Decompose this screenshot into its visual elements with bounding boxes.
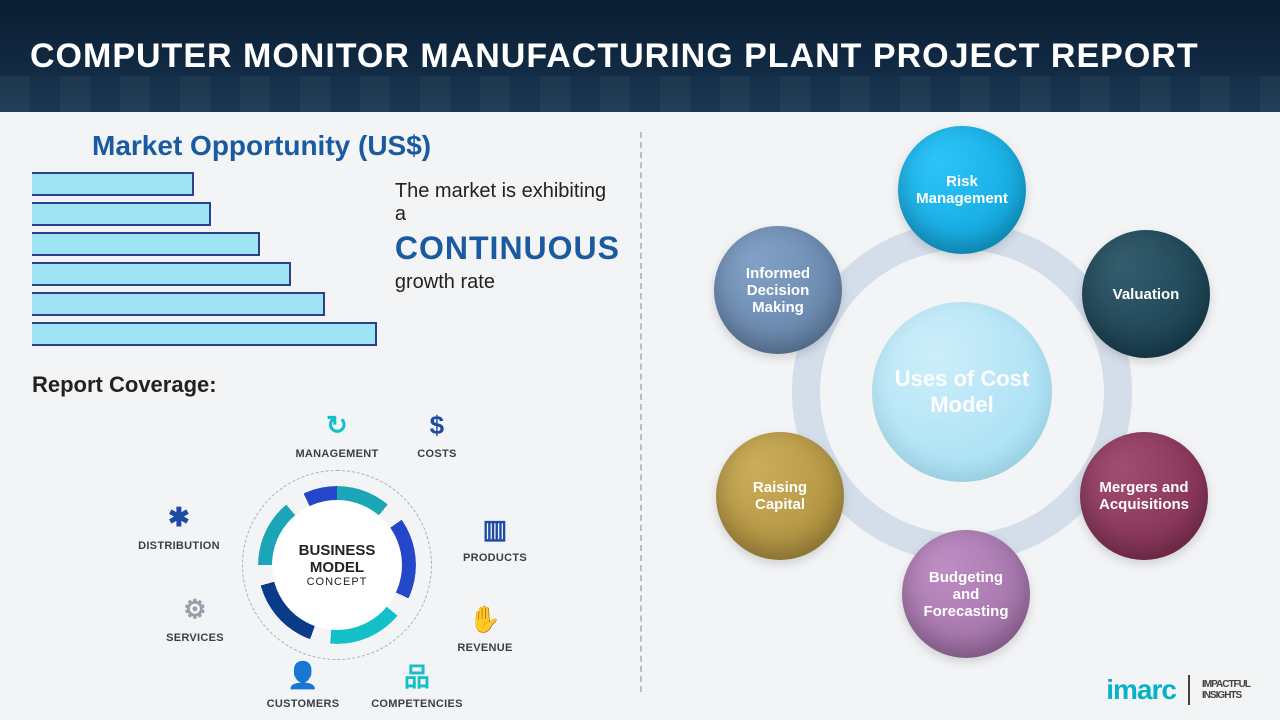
bm-icon: ✱ xyxy=(160,498,198,536)
bm-item-label: MANAGEMENT xyxy=(282,448,392,460)
cost-model-hub: Uses of Cost Model xyxy=(872,302,1052,482)
business-model-diagram: BUSINESS MODEL CONCEPT ↻ MANAGEMENT $ COSTS… xyxy=(32,402,612,682)
bm-item-services: ⚙ SERVICES xyxy=(140,590,250,644)
bm-item-label: COSTS xyxy=(382,448,492,460)
bm-item-label: COMPETENCIES xyxy=(362,698,472,710)
market-block: The market is exhibiting a CONTINUOUS gr… xyxy=(32,172,620,352)
bm-icon: ▥ xyxy=(476,510,514,548)
growth-text: The market is exhibiting a CONTINUOUS gr… xyxy=(395,172,620,352)
market-bar xyxy=(32,292,325,316)
bm-icon: $ xyxy=(418,406,456,444)
cost-bubble: Valuation xyxy=(1082,230,1210,358)
bm-item-costs: $ COSTS xyxy=(382,406,492,460)
cost-bubble: Informed Decision Making xyxy=(714,226,842,354)
bm-icon: ↻ xyxy=(318,406,356,444)
bm-item-customers: 👤 CUSTOMERS xyxy=(248,656,358,710)
bm-item-products: ▥ PRODUCTS xyxy=(440,510,550,564)
bm-item-label: CUSTOMERS xyxy=(248,698,358,710)
market-bar xyxy=(32,172,194,196)
cost-bubble: Raising Capital xyxy=(716,432,844,560)
market-bar xyxy=(32,322,377,346)
bm-center: BUSINESS MODEL CONCEPT xyxy=(272,500,402,630)
bm-item-label: PRODUCTS xyxy=(440,552,550,564)
market-bar-chart xyxy=(32,172,377,352)
bm-icon: 👤 xyxy=(284,656,322,694)
bm-center-l1: BUSINESS xyxy=(299,542,376,559)
cost-model-diagram: Uses of Cost Model Risk ManagementValuat… xyxy=(702,132,1222,652)
growth-line1: The market is exhibiting a xyxy=(395,180,620,226)
bm-item-label: REVENUE xyxy=(430,642,540,654)
bm-item-label: SERVICES xyxy=(140,632,250,644)
brand-tagline: IMPACTFUL INSIGHTS xyxy=(1202,679,1250,701)
cost-bubble: Risk Management xyxy=(898,126,1026,254)
brand-logo: imarc IMPACTFUL INSIGHTS xyxy=(1106,674,1250,706)
growth-keyword: CONTINUOUS xyxy=(395,226,620,271)
cost-bubble: Budgeting and Forecasting xyxy=(902,530,1030,658)
content-row: Market Opportunity (US$) The market is e… xyxy=(0,112,1280,720)
left-panel: Market Opportunity (US$) The market is e… xyxy=(0,112,640,720)
market-chart-title: Market Opportunity (US$) xyxy=(92,130,620,162)
bm-center-l2: MODEL xyxy=(310,559,364,576)
coverage-label: Report Coverage: xyxy=(32,372,620,398)
bm-icon: ⚙ xyxy=(176,590,214,628)
bm-item-revenue: ✋ REVENUE xyxy=(430,600,540,654)
bm-icon: ✋ xyxy=(466,600,504,638)
bm-item-management: ↻ MANAGEMENT xyxy=(282,406,392,460)
cost-bubble: Mergers and Acquisitions xyxy=(1080,432,1208,560)
growth-line2: growth rate xyxy=(395,271,620,294)
bm-center-sub: CONCEPT xyxy=(307,576,368,588)
bm-item-label: DISTRIBUTION xyxy=(124,540,234,552)
market-bar xyxy=(32,262,291,286)
bm-icon: 品 xyxy=(398,656,436,694)
page-title: COMPUTER MONITOR MANUFACTURING PLANT PRO… xyxy=(30,37,1199,76)
title-banner: COMPUTER MONITOR MANUFACTURING PLANT PRO… xyxy=(0,0,1280,112)
right-panel: Uses of Cost Model Risk Management Valuat… xyxy=(642,112,1278,720)
bm-item-competencies: 品 COMPETENCIES xyxy=(362,656,472,710)
market-bar xyxy=(32,232,260,256)
market-bar xyxy=(32,202,211,226)
brand-divider xyxy=(1188,675,1190,705)
brand-tag2: INSIGHTS xyxy=(1202,690,1250,701)
brand-tag1: IMPACTFUL xyxy=(1202,679,1250,690)
bm-item-distribution: ✱ DISTRIBUTION xyxy=(124,498,234,552)
brand-name: imarc xyxy=(1106,674,1176,706)
